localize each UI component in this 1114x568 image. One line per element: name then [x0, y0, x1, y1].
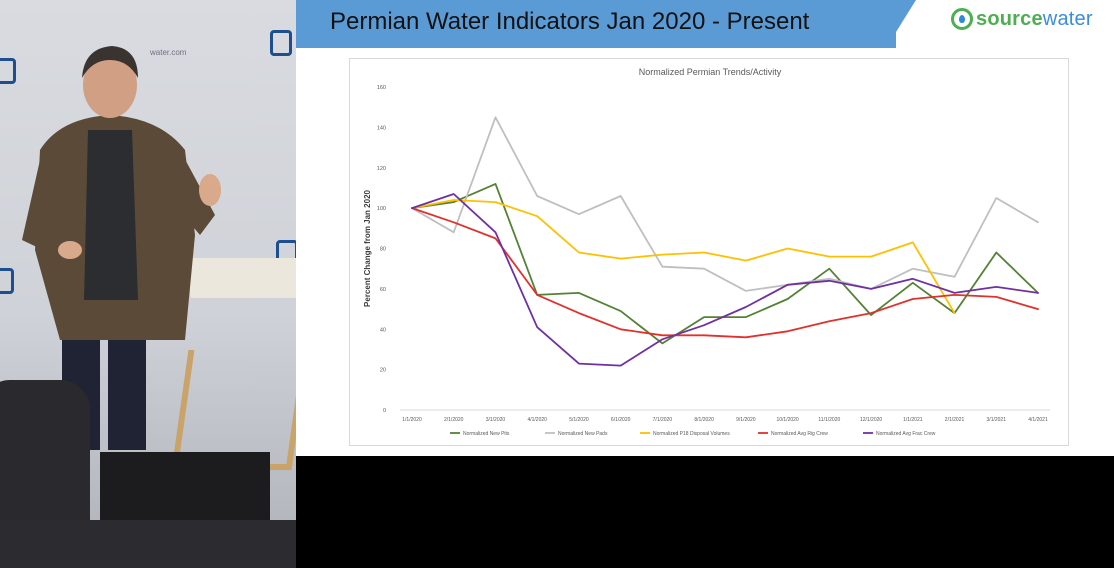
y-tick-label: 160 — [377, 85, 386, 91]
series-line-4 — [411, 207, 1039, 339]
line-chart: Normalized Permian Trends/Activity Percen… — [363, 67, 1050, 437]
legend-label: Normalized New Pits — [463, 431, 510, 437]
series-line-2 — [411, 116, 1039, 292]
y-tick-label: 80 — [380, 247, 386, 253]
legend-label: Normalized Avg Rig Crew — [771, 431, 828, 437]
foreground-table — [100, 452, 270, 532]
x-tick-label: 10/1/2020 — [776, 417, 798, 423]
y-tick-label: 140 — [377, 125, 386, 131]
series-line-5 — [411, 193, 1039, 367]
water-drop-icon — [951, 8, 973, 30]
foreground-table-2 — [0, 520, 296, 568]
x-tick-label: 1/1/2020 — [402, 417, 422, 423]
backdrop-text: water.com — [150, 48, 187, 57]
legend-label: Normalized Avg Frac Crew — [876, 431, 936, 437]
x-tick-label: 12/1/2020 — [860, 417, 882, 423]
backdrop-logo-icon — [0, 268, 14, 294]
x-tick-label: 1/1/2021 — [903, 417, 923, 423]
y-tick-label: 40 — [380, 327, 386, 333]
x-tick-label: 11/1/2020 — [818, 417, 840, 423]
x-tick-label: 2/1/2021 — [945, 417, 965, 423]
sourcewater-logo: sourcewater — [951, 6, 1093, 32]
y-tick-label: 20 — [380, 368, 386, 374]
y-tick-label: 0 — [383, 408, 386, 414]
x-tick-label: 7/1/2020 — [653, 417, 673, 423]
x-tick-label: 4/1/2021 — [1028, 417, 1048, 423]
presentation-slide: Permian Water Indicators Jan 2020 - Pres… — [296, 0, 1114, 456]
legend-label: Normalized New Pads — [558, 431, 608, 437]
logo-text-water: water — [1042, 7, 1093, 30]
x-tick-label: 3/1/2020 — [486, 417, 506, 423]
presenter-video: water.com — [0, 0, 296, 568]
legend-label: Normalized P18 Disposal Volumes — [653, 431, 730, 437]
x-tick-label: 8/1/2020 — [694, 417, 714, 423]
y-tick-label: 120 — [377, 166, 386, 172]
y-tick-label: 60 — [380, 287, 386, 293]
title-bar-fill — [296, 0, 896, 48]
logo-text-source: source — [976, 7, 1043, 30]
backdrop-logo-icon — [270, 30, 292, 56]
y-axis-label: Percent Change from Jan 2020 — [363, 189, 372, 306]
y-tick-label: 100 — [377, 206, 386, 212]
logo-text: sourcewater — [976, 8, 1093, 31]
slide-title: Permian Water Indicators Jan 2020 - Pres… — [330, 8, 810, 35]
x-tick-label: 9/1/2020 — [736, 417, 756, 423]
chair-back — [190, 258, 296, 298]
presenter-figure — [22, 46, 221, 450]
chart-title: Normalized Permian Trends/Activity — [639, 67, 782, 77]
chart-area: Normalized Permian Trends/Activity Percen… — [349, 58, 1069, 446]
series-line-3 — [411, 199, 956, 314]
series-line-1 — [411, 183, 1039, 345]
x-tick-label: 5/1/2020 — [569, 417, 589, 423]
x-tick-label: 3/1/2021 — [987, 417, 1007, 423]
x-tick-label: 6/1/2020 — [611, 417, 631, 423]
x-tick-label: 4/1/2020 — [527, 417, 547, 423]
letterbox-bottom — [296, 456, 1114, 568]
title-bar-wedge — [886, 0, 916, 48]
x-tick-label: 2/1/2020 — [444, 417, 464, 423]
slide-title-bar: Permian Water Indicators Jan 2020 - Pres… — [296, 0, 1114, 48]
backdrop-logo-icon — [0, 58, 16, 84]
